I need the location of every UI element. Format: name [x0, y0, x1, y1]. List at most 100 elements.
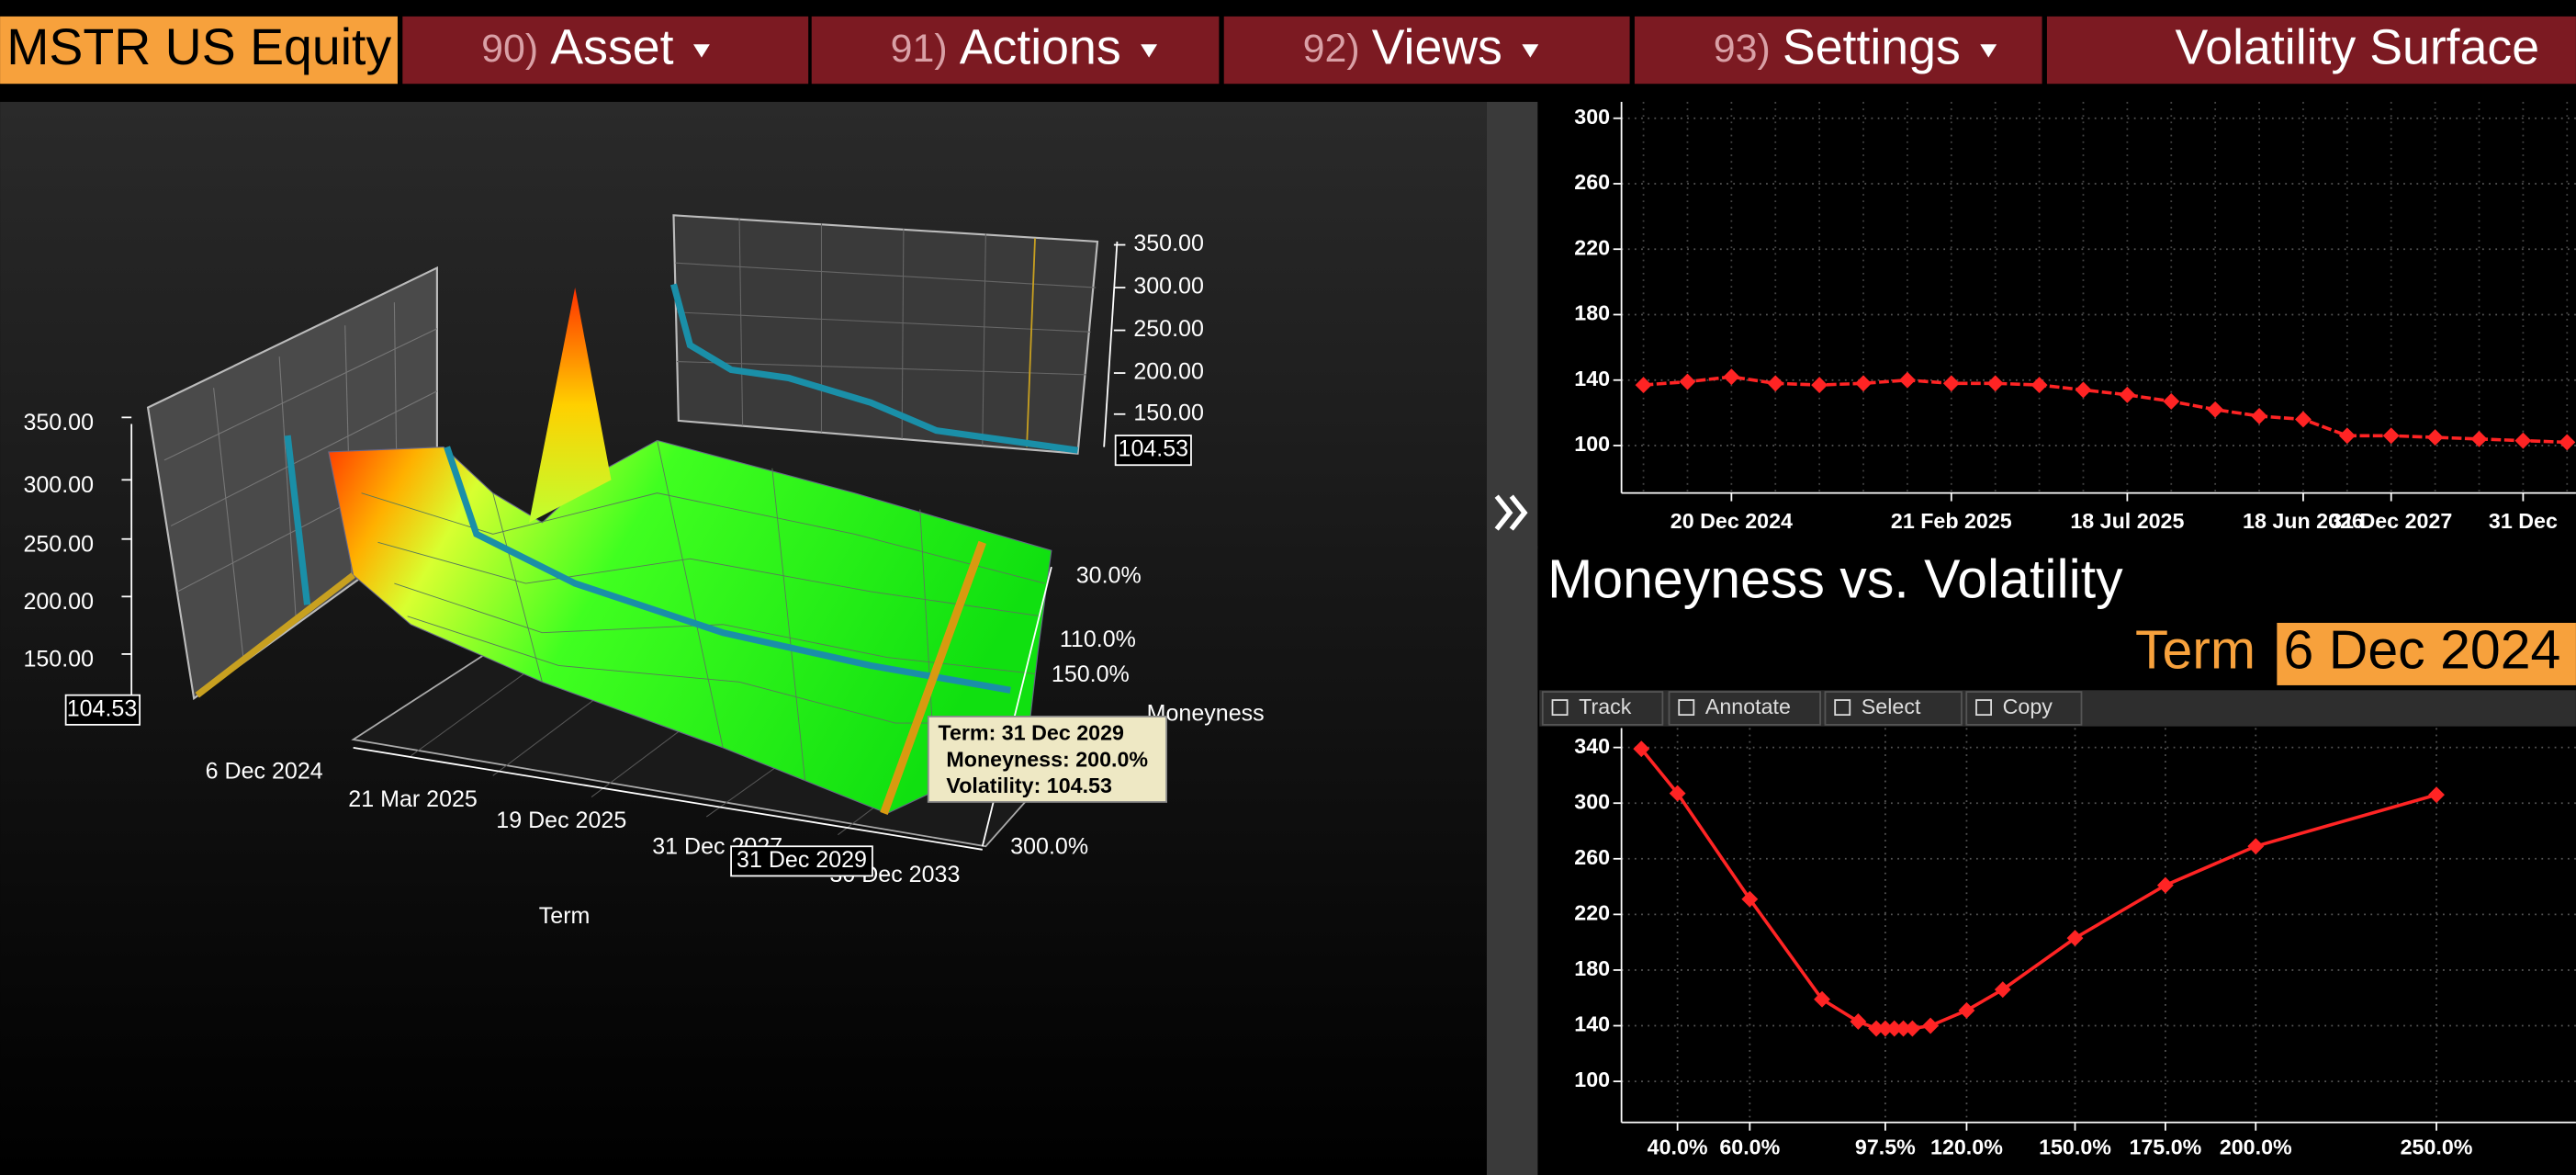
x-tick-label: 150.0% — [2039, 1135, 2111, 1159]
menu-label[interactable]: Actions — [960, 20, 1121, 75]
x-tick-label: 97.5% — [1855, 1135, 1916, 1159]
data-point — [1767, 375, 1784, 392]
x-tick-label: 200.0% — [2220, 1135, 2292, 1159]
tool-icon[interactable] — [1551, 699, 1569, 717]
y-tick-label: 260 — [1574, 170, 1610, 194]
menu-label[interactable]: Asset — [550, 20, 673, 75]
tool-button[interactable] — [1541, 691, 1664, 726]
x-tick-label: 18 Jul 2025 — [2070, 509, 2184, 533]
tool-label[interactable]: Annotate — [1705, 695, 1791, 718]
moneyness-tick-label: 300.0% — [1010, 834, 1088, 860]
x-tick-label: 21 Feb 2025 — [1891, 509, 2012, 533]
tool-icon[interactable] — [1834, 699, 1851, 717]
tool-button[interactable] — [1965, 691, 2083, 726]
dropdown-arrow[interactable] — [1141, 44, 1158, 58]
slice-line — [444, 446, 1011, 694]
function-title: Volatility Surface — [2175, 20, 2539, 75]
y-tick-label: 300 — [1574, 789, 1610, 813]
surface-labels: 350.00 300.00 250.00 200.00 150.00 104.53 6 De… — [23, 231, 1264, 929]
menu-number[interactable]: 90) — [481, 27, 538, 71]
menu-label[interactable]: Views — [1372, 20, 1502, 75]
data-point — [1994, 981, 2011, 999]
inset-tick-label: 350.00 — [1133, 231, 1204, 256]
moneyness-tick-label: 150.0% — [1052, 661, 1130, 687]
moneyness-tick-label: 110.0% — [1060, 627, 1136, 652]
inset-tick-label: 250.00 — [1133, 316, 1204, 342]
menu-number[interactable]: 91) — [891, 27, 948, 71]
tool-icon[interactable] — [1975, 699, 1993, 717]
menu-box[interactable] — [1223, 16, 1630, 85]
y-tick-label: 220 — [1574, 235, 1610, 259]
x-tick-label: 31 Dec 2027 — [2330, 509, 2452, 533]
x-tick-label: 40.0% — [1648, 1135, 1708, 1159]
data-point — [1868, 1020, 1885, 1037]
title-box — [2046, 16, 2576, 85]
tool-button[interactable] — [1824, 691, 1963, 726]
y-tick-label: 180 — [1574, 956, 1610, 980]
data-point — [2119, 386, 2136, 403]
term-tick-label: 19 Dec 2025 — [496, 808, 626, 833]
expand-icon[interactable] — [1494, 494, 1528, 531]
z-tick-label: 150.00 — [23, 647, 94, 672]
tool-icon[interactable] — [1678, 699, 1695, 717]
wall-slice — [284, 435, 311, 605]
data-point — [2251, 407, 2267, 424]
ticker-box[interactable] — [0, 16, 398, 85]
dropdown-arrow[interactable] — [1980, 44, 1997, 58]
tool-label[interactable]: Select — [1862, 695, 1921, 718]
z-tick-label: 250.00 — [23, 531, 94, 557]
y-tick-label: 140 — [1574, 1012, 1610, 1036]
chart-tools: Track Annotate Select Copy — [1541, 691, 2083, 726]
data-point — [1633, 740, 1650, 758]
term-value[interactable]: 6 Dec 2024 — [2284, 620, 2561, 681]
inset-tick-label: 150.00 — [1133, 400, 1204, 425]
menu-box[interactable] — [1634, 16, 2042, 85]
tooltip-box — [927, 716, 1168, 803]
data-point — [1679, 373, 1696, 390]
data-point — [2295, 411, 2312, 428]
term-axis-title: Term — [539, 903, 591, 929]
ticker[interactable]: MSTR US Equity — [6, 18, 391, 75]
tooltip-term: Term: 31 Dec 2029 — [938, 721, 1124, 745]
term-value-box[interactable] — [2277, 622, 2576, 685]
data-point — [2514, 432, 2532, 449]
data-point — [1855, 375, 1872, 392]
vol-surface — [328, 439, 1052, 815]
menu-number[interactable]: 92) — [1303, 27, 1360, 71]
term-marker: 31 Dec 2029 — [737, 847, 867, 873]
term-floor-line — [195, 572, 355, 698]
y-tick-label: 260 — [1574, 845, 1610, 869]
data-point — [1885, 1020, 1903, 1037]
data-point — [1958, 1001, 1975, 1019]
tool-button[interactable] — [1668, 691, 1821, 726]
dropdown-arrow[interactable] — [692, 44, 710, 58]
panel-divider[interactable] — [1486, 101, 1538, 1175]
term-label: Term — [2135, 620, 2255, 681]
menu-label[interactable]: Settings — [1783, 20, 1961, 75]
data-point — [2428, 786, 2445, 804]
menu-box[interactable] — [402, 16, 809, 85]
tool-label[interactable]: Copy — [2003, 695, 2053, 718]
tool-label[interactable]: Track — [1579, 695, 1632, 718]
inset-tick-label: 300.00 — [1133, 274, 1204, 299]
tooltip-volatility: Volatility: 104.53 — [946, 774, 1112, 797]
dropdown-arrow[interactable] — [1522, 44, 1539, 58]
term-tick-label: 6 Dec 2024 — [206, 758, 323, 784]
x-tick-label: 20 Dec 2024 — [1670, 509, 1793, 533]
inset-tick-label: 200.00 — [1133, 359, 1204, 385]
data-point — [1814, 990, 1830, 1008]
term-chart-panel — [1537, 101, 2576, 546]
inset-current-box — [1114, 435, 1192, 467]
y-tick-label: 100 — [1574, 432, 1610, 456]
term-chart: 100 140 180 220 260 300 20 Dec 2024 21 Feb 2025… — [1574, 101, 2576, 533]
data-point — [1723, 368, 1740, 386]
menu-number[interactable]: 93) — [1714, 27, 1771, 71]
x-tick-label: 31 Dec — [2489, 509, 2558, 533]
data-point — [1904, 1020, 1921, 1037]
y-tick-label: 140 — [1574, 367, 1610, 390]
term-marker-line — [880, 540, 986, 815]
y-tick-label: 180 — [1574, 301, 1610, 325]
x-tick-label: 18 Jun 2026 — [2243, 509, 2364, 533]
data-point — [2382, 427, 2400, 445]
